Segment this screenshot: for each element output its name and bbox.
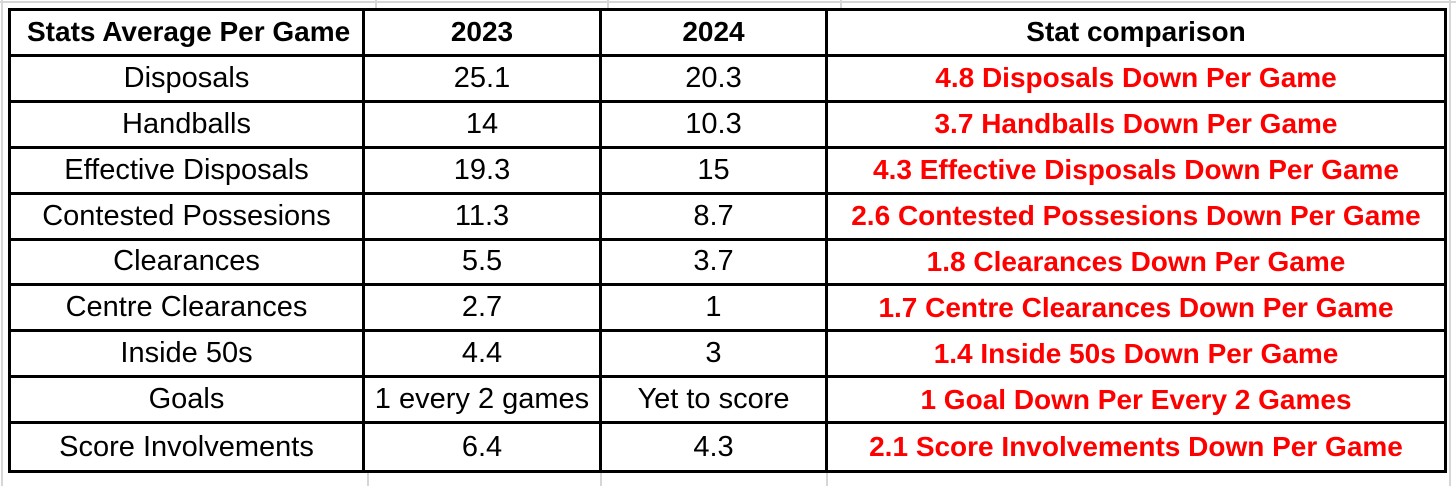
cell-2023[interactable]: 6.4 [365,424,602,470]
gridline-right [1449,0,1451,486]
cell-2024[interactable]: 10.3 [602,102,828,149]
cell-stat[interactable]: Handballs [11,102,365,149]
cell-2024[interactable]: 4.3 [602,424,828,470]
cell-stat[interactable]: Goals [11,378,365,425]
cell-comparison[interactable]: 3.7 Handballs Down Per Game [828,102,1444,149]
stats-comparison-table: Stats Average Per Game 2023 2024 Stat co… [8,8,1447,473]
gridline-stub [375,0,377,8]
cell-2024[interactable]: 1 [602,286,828,333]
gridline-stub [367,473,369,486]
cell-comparison[interactable]: 4.3 Effective Disposals Down Per Game [828,148,1444,195]
cell-comparison[interactable]: 1.8 Clearances Down Per Game [828,240,1444,287]
cell-2023[interactable]: 19.3 [365,148,602,195]
cell-comparison[interactable]: 2.6 Contested Possesions Down Per Game [828,194,1444,241]
cell-stat[interactable]: Inside 50s [11,332,365,379]
cell-stat[interactable]: Disposals [11,56,365,103]
cell-2024[interactable]: Yet to score [602,378,828,425]
cell-stat[interactable]: Centre Clearances [11,286,365,333]
cell-2023[interactable]: 2.7 [365,286,602,333]
cell-2024[interactable]: 3.7 [602,240,828,287]
gridline-stub [826,473,828,486]
cell-comparison[interactable]: 4.8 Disposals Down Per Game [828,56,1444,103]
cell-comparison[interactable]: 1.7 Centre Clearances Down Per Game [828,286,1444,333]
cell-stat[interactable]: Contested Possesions [11,194,365,241]
header-cell-2024[interactable]: 2024 [602,11,828,57]
header-cell-2023[interactable]: 2023 [365,11,602,57]
cell-comparison[interactable]: 1 Goal Down Per Every 2 Games [828,378,1444,425]
cell-2023[interactable]: 11.3 [365,194,602,241]
gridline-stub [840,0,842,8]
cell-2024[interactable]: 3 [602,332,828,379]
cell-2024[interactable]: 8.7 [602,194,828,241]
cell-2024[interactable]: 15 [602,148,828,195]
cell-stat[interactable]: Score Involvements [11,424,365,470]
gridline-stub [600,473,602,486]
gridline-top [0,1,1456,3]
cell-2023[interactable]: 14 [365,102,602,149]
cell-comparison[interactable]: 2.1 Score Involvements Down Per Game [828,424,1444,470]
header-cell-comparison[interactable]: Stat comparison [828,11,1444,57]
header-cell-stat[interactable]: Stats Average Per Game [11,11,365,57]
gridline-left [1,0,3,486]
cell-stat[interactable]: Clearances [11,240,365,287]
cell-comparison[interactable]: 1.4 Inside 50s Down Per Game [828,332,1444,379]
cell-2023[interactable]: 5.5 [365,240,602,287]
gridline-stub [607,0,609,8]
cell-2023[interactable]: 4.4 [365,332,602,379]
cell-stat[interactable]: Effective Disposals [11,148,365,195]
cell-2024[interactable]: 20.3 [602,56,828,103]
cell-2023[interactable]: 1 every 2 games [365,378,602,425]
cell-2023[interactable]: 25.1 [365,56,602,103]
